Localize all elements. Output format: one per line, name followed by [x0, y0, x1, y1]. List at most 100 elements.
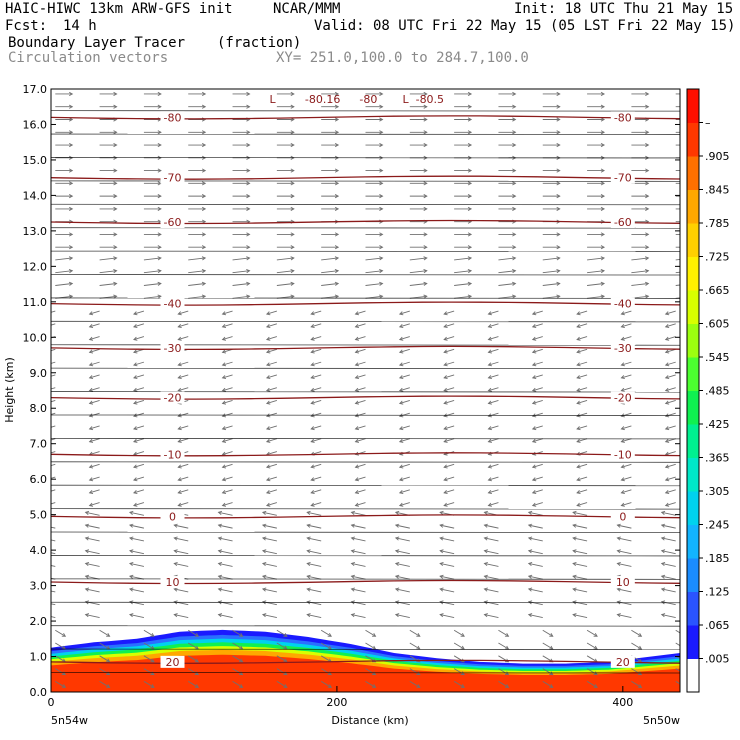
vector-arrowhead — [664, 413, 670, 418]
vector-arrow — [232, 283, 250, 286]
vector-arrow — [307, 588, 322, 593]
vector-arrowhead — [45, 465, 48, 468]
vector-arrowhead — [527, 536, 533, 541]
pressure-level-line — [51, 601, 680, 604]
vector-arrow — [133, 502, 145, 507]
vector-arrowhead — [467, 91, 473, 97]
vector-arrowhead — [443, 336, 448, 341]
vector-arrowhead — [133, 324, 138, 328]
vector-arrowhead — [221, 490, 227, 494]
vector-arrow — [586, 655, 598, 663]
vector-arrow — [621, 476, 632, 481]
vector-arrowhead — [394, 523, 400, 528]
vector-arrowhead — [645, 206, 650, 211]
vector-arrowhead — [69, 245, 74, 250]
vector-arrowhead — [45, 350, 48, 353]
vector-arrowhead — [443, 375, 448, 380]
colorbar-segment — [687, 89, 699, 123]
vector-arrow — [661, 511, 676, 516]
colorbar-segment — [687, 658, 699, 693]
vector-arrow — [365, 642, 376, 650]
vector-arrowhead — [487, 336, 492, 341]
vector-arrowhead — [487, 311, 492, 316]
vector-arrow — [129, 537, 145, 542]
vector-arrowhead — [398, 426, 404, 431]
vector-arrow — [542, 270, 560, 274]
vector-arrow — [262, 588, 277, 593]
pressure-level-line — [51, 110, 680, 112]
colorbar-label: .365 — [705, 452, 730, 465]
vector-arrowhead — [310, 336, 315, 341]
vector-arrow — [665, 425, 676, 430]
vector-arrow — [89, 476, 100, 481]
vector-arrow — [311, 310, 322, 315]
vector-arrowhead — [664, 502, 670, 507]
vector-arrowhead — [637, 633, 643, 637]
vector-arrowhead — [84, 536, 90, 541]
vector-arrowhead — [379, 130, 384, 135]
x-tick-label: 400 — [612, 696, 633, 709]
vector-arrow — [665, 310, 676, 315]
vector-arrow — [488, 348, 499, 353]
vector-arrow — [266, 463, 277, 468]
pressure-level-line — [51, 133, 680, 135]
vector-arrow — [675, 642, 680, 647]
vector-arrowhead — [113, 269, 118, 274]
vector-arrow — [311, 489, 322, 494]
vector-arrowhead — [173, 536, 178, 541]
vector-arrowhead — [88, 375, 94, 380]
vector-arrowhead — [306, 549, 311, 554]
vector-arrowhead — [265, 349, 271, 354]
vector-arrowhead — [620, 375, 625, 380]
vector-arrow — [631, 283, 649, 286]
vector-arrow — [222, 476, 233, 481]
vector-arrow — [129, 588, 145, 593]
vector-arrowhead — [157, 245, 162, 250]
vector-arrowhead — [531, 311, 537, 316]
vector-arrowhead — [221, 477, 227, 482]
vector-arrowhead — [423, 181, 428, 186]
contour-label: -40 — [614, 298, 632, 311]
vector-arrowhead — [194, 684, 200, 688]
vector-arrowhead — [423, 269, 428, 274]
vector-arrow — [99, 257, 117, 261]
vector-arrowhead — [261, 549, 267, 554]
vector-arrow — [321, 270, 339, 274]
vector-arrowhead — [443, 400, 448, 405]
colorbar-label: .665 — [705, 284, 730, 297]
vector-arrow — [532, 463, 543, 468]
vector-arrow — [444, 400, 455, 404]
vector-arrow — [576, 374, 588, 379]
vector-arrow — [484, 524, 499, 529]
vector-arrowhead — [177, 426, 182, 431]
vector-arrow — [89, 451, 100, 455]
vector-arrowhead — [556, 168, 561, 173]
vector-arrow — [174, 614, 189, 618]
vector-arrow — [576, 323, 588, 328]
pressure-level-line — [51, 320, 680, 323]
vector-arrow — [542, 680, 553, 688]
vector-arrowhead — [531, 375, 537, 380]
vector-arrowhead — [572, 613, 577, 618]
vector-arrowhead — [84, 600, 90, 605]
vector-arrow — [89, 438, 100, 443]
vector-arrowhead — [398, 464, 404, 469]
vector-arrow — [675, 271, 680, 274]
vector-arrowhead — [443, 464, 448, 469]
vector-arrowhead — [246, 181, 251, 186]
vector-arrowhead — [467, 117, 473, 122]
vector-arrowhead — [660, 600, 666, 605]
vector-arrowhead — [664, 426, 670, 431]
vector-arrow — [266, 438, 277, 443]
vector-arrow — [51, 616, 56, 618]
vector-arrow — [484, 550, 499, 555]
vector-arrowhead — [133, 413, 138, 418]
vector-arrowhead — [88, 336, 94, 341]
vector-arrowhead — [177, 336, 182, 341]
contour-label: -40 — [164, 298, 182, 311]
vector-arrowhead — [239, 658, 244, 663]
vector-arrow — [262, 511, 277, 516]
vector-arrow — [143, 257, 161, 261]
vector-arrowhead — [398, 311, 404, 316]
vector-arrowhead — [660, 523, 666, 528]
